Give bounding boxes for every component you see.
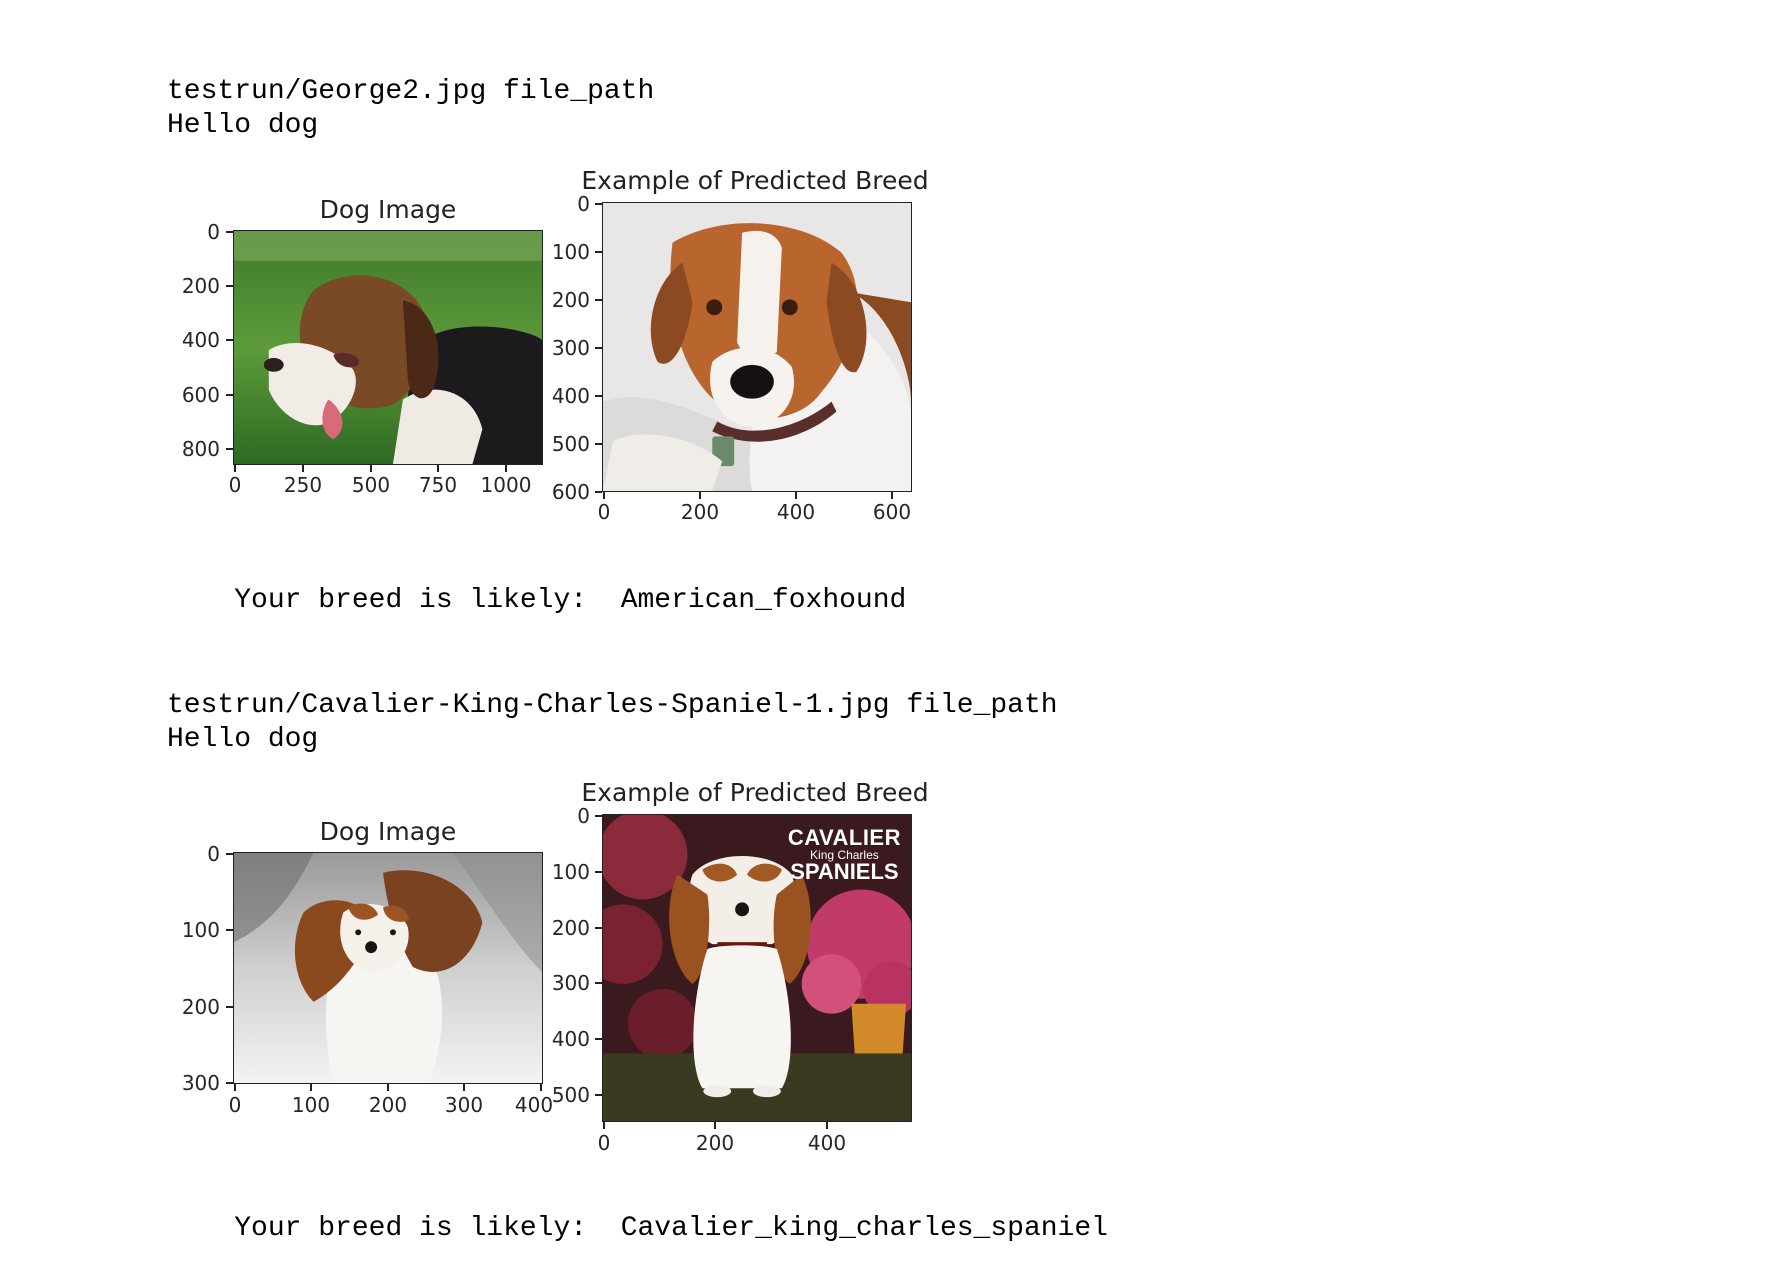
y-tick-label: 200 <box>551 288 590 312</box>
y-tick-label: 300 <box>551 971 590 995</box>
breed-value: Cavalier_king_charles_spaniel <box>620 1213 1108 1244</box>
calendar-title-line-3: SPANIELS <box>790 859 899 884</box>
cavalier-calendar-image <box>603 815 911 1121</box>
y-tick-label: 100 <box>181 918 220 942</box>
x-tick-label: 300 <box>444 1093 484 1117</box>
breed-label: Your breed is likely: <box>234 585 588 616</box>
x-tick-label: 400 <box>807 1131 847 1155</box>
y-tick-label: 300 <box>181 1071 220 1095</box>
right-plot-title: Example of Predicted Breed <box>581 778 929 807</box>
breed-value: American_foxhound <box>620 585 907 616</box>
dog-image-plot <box>233 852 543 1084</box>
file-path-line: testrun/Cavalier-King-Charles-Spaniel-1.… <box>167 690 1058 721</box>
y-tick-label: 400 <box>551 1027 590 1051</box>
y-tick-label: 200 <box>181 995 220 1019</box>
y-tick-label: 200 <box>181 274 220 298</box>
y-tick-label: 600 <box>551 480 590 504</box>
y-tick-label: 200 <box>551 916 590 940</box>
right-plot-title: Example of Predicted Breed <box>581 166 929 195</box>
x-tick-label: 500 <box>351 473 391 497</box>
y-tick-label: 0 <box>207 842 220 866</box>
predicted-breed-plot <box>602 202 912 492</box>
predicted-breed-plot: CAVALIER King Charles SPANIELS <box>602 814 912 1122</box>
calendar-title-line-1: CAVALIER <box>787 825 901 850</box>
y-tick-label: 500 <box>551 1083 590 1107</box>
x-tick-label: 0 <box>597 1131 611 1155</box>
greeting-line: Hello dog <box>167 724 319 755</box>
x-tick-label: 0 <box>228 1093 242 1117</box>
y-tick-label: 100 <box>551 240 590 264</box>
y-tick-label: 400 <box>181 328 220 352</box>
calendar-title-line-2: King Charles <box>810 848 879 862</box>
x-tick-label: 600 <box>872 500 912 524</box>
calendar-cover-text: CAVALIER King Charles SPANIELS <box>788 827 901 883</box>
file-path-line: testrun/George2.jpg file_path <box>167 76 655 107</box>
foxhound-dog-image <box>603 203 911 491</box>
x-tick-label: 200 <box>695 1131 735 1155</box>
greeting-line: Hello dog <box>167 110 319 141</box>
y-tick-label: 0 <box>207 220 220 244</box>
breed-result-line: Your breed is likely: American_foxhound <box>167 550 906 652</box>
x-tick-label: 0 <box>228 473 242 497</box>
y-tick-label: 100 <box>551 860 590 884</box>
x-tick-label: 400 <box>776 500 816 524</box>
y-tick-label: 0 <box>577 192 590 216</box>
y-tick-label: 800 <box>181 437 220 461</box>
x-tick-label: 0 <box>597 500 611 524</box>
x-tick-label: 1000 <box>480 473 532 497</box>
x-tick-label: 200 <box>368 1093 408 1117</box>
x-tick-label: 400 <box>514 1093 554 1117</box>
basset-dog-image <box>234 231 542 464</box>
breed-result-line: Your breed is likely: Cavalier_king_char… <box>167 1178 1108 1280</box>
y-tick-label: 0 <box>577 804 590 828</box>
left-plot-title: Dog Image <box>319 817 457 846</box>
x-tick-label: 250 <box>283 473 323 497</box>
y-tick-label: 600 <box>181 383 220 407</box>
x-tick-label: 750 <box>418 473 458 497</box>
y-tick-label: 300 <box>551 336 590 360</box>
dog-image-plot <box>233 230 543 465</box>
left-plot-title: Dog Image <box>319 195 457 224</box>
x-tick-label: 100 <box>291 1093 331 1117</box>
y-tick-label: 500 <box>551 432 590 456</box>
breed-label: Your breed is likely: <box>234 1213 588 1244</box>
cavalier-running-image <box>234 853 542 1083</box>
x-tick-label: 200 <box>680 500 720 524</box>
y-tick-label: 400 <box>551 384 590 408</box>
